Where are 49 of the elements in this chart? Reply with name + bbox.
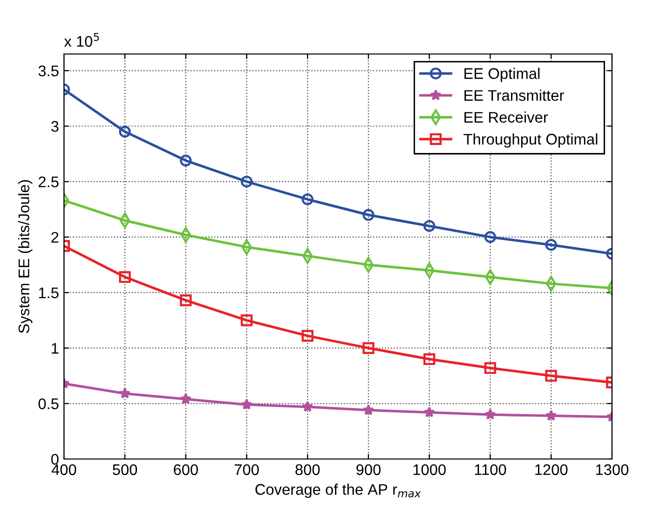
y-tick-label: 3 [51,120,58,132]
point [180,393,192,404]
y-tick-label: 0 [51,454,59,465]
y-tick-label: 2 [51,232,58,243]
point [545,238,558,251]
legend-label: Throughput Optimal [464,133,598,148]
legend-label: EE Transmitter [464,90,564,101]
x-tick-label: 1300 [596,464,628,476]
x-tick-label: 600 [174,464,198,476]
x-tick-label: 800 [295,464,320,476]
y-tick-label: 1.5 [39,288,58,298]
point [302,400,314,412]
point [118,126,131,138]
point [484,408,496,420]
point [484,231,496,243]
point [424,406,435,418]
point [423,353,436,366]
point [545,410,557,421]
point [180,294,192,306]
legend-label: EE Optimal [464,68,540,82]
point [362,208,374,221]
text: x 10$^{5}$ [64,33,99,47]
x-axis-title: Coverage of the AP r$_{max}$ [255,484,421,498]
x-tick-label: 1200 [535,464,568,476]
point [545,370,558,382]
point [362,404,374,416]
point [180,154,192,166]
point [302,193,314,206]
y-tick-label: 2.5 [38,176,58,188]
x-tick-label: 1000 [414,464,446,476]
point [423,220,436,232]
x-tick-label: 1100 [474,464,506,476]
x-tick-label: 400 [52,464,76,476]
x-tick-label: 500 [112,464,138,476]
point [119,388,131,399]
point [302,330,314,342]
y-tick-label: 1 [52,343,58,354]
point [241,398,252,410]
legend-label: EE Receiver [464,112,548,123]
y-axis-title: System EE (bits/Joule) [18,180,32,334]
y-tick-label: 3.5 [38,66,58,76]
point [484,362,496,374]
point [362,342,374,354]
x-tick-label: 700 [234,464,259,476]
y-tick-label: 0.5 [38,398,58,410]
point [240,314,253,326]
x-tick-label: 900 [356,464,381,476]
point [240,176,253,188]
point [118,271,131,283]
